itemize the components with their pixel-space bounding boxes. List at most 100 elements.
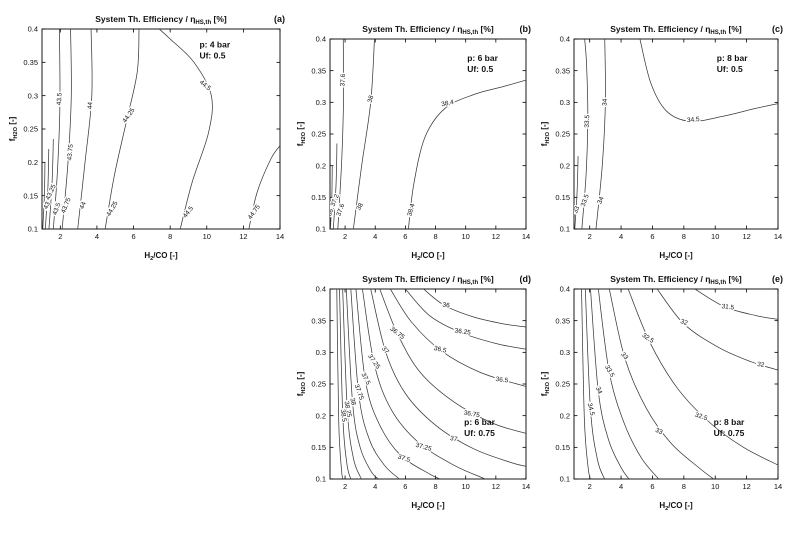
plot-svg-b: System Th. Efficiency / ηHS,th [%] (b) 2 4 6… — [296, 24, 532, 262]
y-tick-label: 0.35 — [311, 66, 326, 75]
y-tick-label: 0.25 — [311, 130, 326, 139]
contour-line-38.4 — [408, 79, 526, 229]
y-tick-label: 0.25 — [555, 130, 570, 139]
contour-line-31.5 — [694, 289, 778, 320]
x-tick-label: 12 — [742, 482, 750, 491]
contour-line-43 — [44, 148, 50, 229]
y-tick-label: 0.4 — [28, 25, 38, 34]
contour-label: 37.6 — [339, 73, 347, 86]
axes-box — [41, 28, 281, 230]
annotation-line: Uf: 0.5 — [717, 64, 743, 74]
x-tick-label: 8 — [433, 482, 437, 491]
contour-line-38.75 — [336, 289, 344, 479]
contour-label: 34 — [602, 98, 609, 106]
axes-box — [329, 288, 527, 480]
contour-line-38.25 — [342, 289, 363, 479]
contour-label: 38.5 — [339, 409, 348, 423]
contour-label: 34 — [596, 195, 605, 205]
subplot-letter: (d) — [520, 274, 532, 284]
y-tick-label: 0.3 — [316, 98, 326, 107]
y-tick-label: 0.4 — [560, 35, 570, 44]
contour-line-37.2 — [332, 143, 338, 229]
y-tick-label: 0.35 — [23, 58, 38, 67]
chart-title: System Th. Efficiency / ηHS,th [%] — [95, 14, 227, 26]
x-tick-label: 6 — [403, 232, 407, 241]
contour-label: 33.5 — [584, 115, 591, 128]
y-tick-label: 0.1 — [316, 475, 326, 484]
x-axis-label: H2/CO [-] — [659, 251, 693, 262]
x-tick-label: 12 — [239, 232, 247, 241]
x-tick-label: 8 — [433, 232, 437, 241]
y-tick-label: 0.15 — [555, 193, 570, 202]
contour-label: 36.5 — [495, 376, 509, 385]
contour-label: 32 — [757, 361, 765, 369]
annotation-line: p: 8 bar — [714, 417, 745, 427]
annotation-line: Uf: 0.75 — [714, 428, 745, 438]
contour-line-44.75 — [248, 145, 280, 229]
x-tick-label: 8 — [168, 232, 172, 241]
annotation-line: p: 4 bar — [199, 40, 230, 50]
y-axis-label: fH2O [-] — [296, 121, 307, 146]
y-axis-label: fH2O [-] — [8, 116, 19, 141]
x-tick-label: 4 — [619, 482, 623, 491]
x-tick-label: 4 — [95, 232, 99, 241]
contour-label: 38 — [348, 397, 357, 406]
subplot-letter: (b) — [520, 24, 532, 34]
annotation-line: Uf: 0.5 — [199, 51, 225, 61]
contour-chart-c: System Th. Efficiency / ηHS,th [%] (c) 2 4 6… — [538, 22, 786, 264]
x-tick-label: 8 — [682, 232, 686, 241]
contour-label: 32 — [679, 318, 689, 327]
x-axis-label: H2/CO [-] — [411, 501, 445, 512]
contour-line-42.75 — [42, 162, 46, 229]
x-tick-label: 6 — [131, 232, 135, 241]
x-axis-label: H2/CO [-] — [411, 251, 445, 262]
contour-line-34 — [595, 39, 606, 229]
contour-line-37 — [370, 289, 526, 467]
x-tick-label: 14 — [276, 232, 284, 241]
contour-label: 34 — [594, 386, 603, 396]
y-tick-label: 0.1 — [560, 475, 570, 484]
contour-line-36.25 — [405, 289, 526, 350]
contour-label: 34.5 — [687, 116, 701, 124]
contour-chart-e: System Th. Efficiency / ηHS,th [%] (e) 2 4 6… — [538, 272, 786, 514]
contour-label: 43.75 — [66, 144, 74, 161]
contour-label: 36 — [442, 301, 451, 309]
contour-line-37.25 — [362, 289, 486, 479]
contour-line-34.5 — [584, 289, 605, 479]
contour-label: 31.5 — [721, 303, 735, 312]
contour-line-32.5 — [627, 289, 778, 466]
contour-line-36 — [423, 289, 526, 328]
contour-line-33 — [608, 289, 714, 479]
y-tick-label: 0.4 — [316, 35, 326, 44]
y-tick-label: 0.3 — [316, 348, 326, 357]
y-tick-label: 0.35 — [555, 316, 570, 325]
y-tick-label: 0.3 — [560, 348, 570, 357]
annotation-line: Uf: 0.5 — [467, 64, 493, 74]
contour-chart-d: System Th. Efficiency / ηHS,th [%] (d) 2 4 6… — [294, 272, 534, 514]
y-tick-label: 0.4 — [560, 285, 570, 294]
contour-line-37.75 — [350, 289, 400, 479]
contour-line-43.25 — [48, 138, 54, 229]
annotation-line: p: 8 bar — [717, 53, 748, 63]
x-tick-label: 10 — [462, 232, 470, 241]
y-tick-label: 0.1 — [316, 225, 326, 234]
chart-title: System Th. Efficiency / ηHS,th [%] — [610, 274, 742, 286]
y-tick-label: 0.25 — [555, 380, 570, 389]
subplot-letter: (e) — [772, 274, 783, 284]
x-tick-label: 4 — [619, 232, 623, 241]
y-tick-label: 0.2 — [560, 411, 570, 420]
y-tick-label: 0.35 — [555, 66, 570, 75]
contour-label: 38 — [367, 94, 376, 103]
y-tick-label: 0.4 — [316, 285, 326, 294]
y-tick-label: 0.1 — [560, 225, 570, 234]
contour-label: 43 — [42, 201, 52, 211]
x-tick-label: 10 — [711, 482, 719, 491]
contour-line-44.5 — [158, 29, 213, 229]
chart-title: System Th. Efficiency / ηHS,th [%] — [362, 274, 494, 286]
contour-line-33 — [574, 156, 579, 229]
x-tick-label: 4 — [373, 232, 377, 241]
y-tick-label: 0.35 — [311, 316, 326, 325]
contour-line-38 — [352, 39, 375, 229]
contour-line-34.5 — [639, 39, 778, 122]
